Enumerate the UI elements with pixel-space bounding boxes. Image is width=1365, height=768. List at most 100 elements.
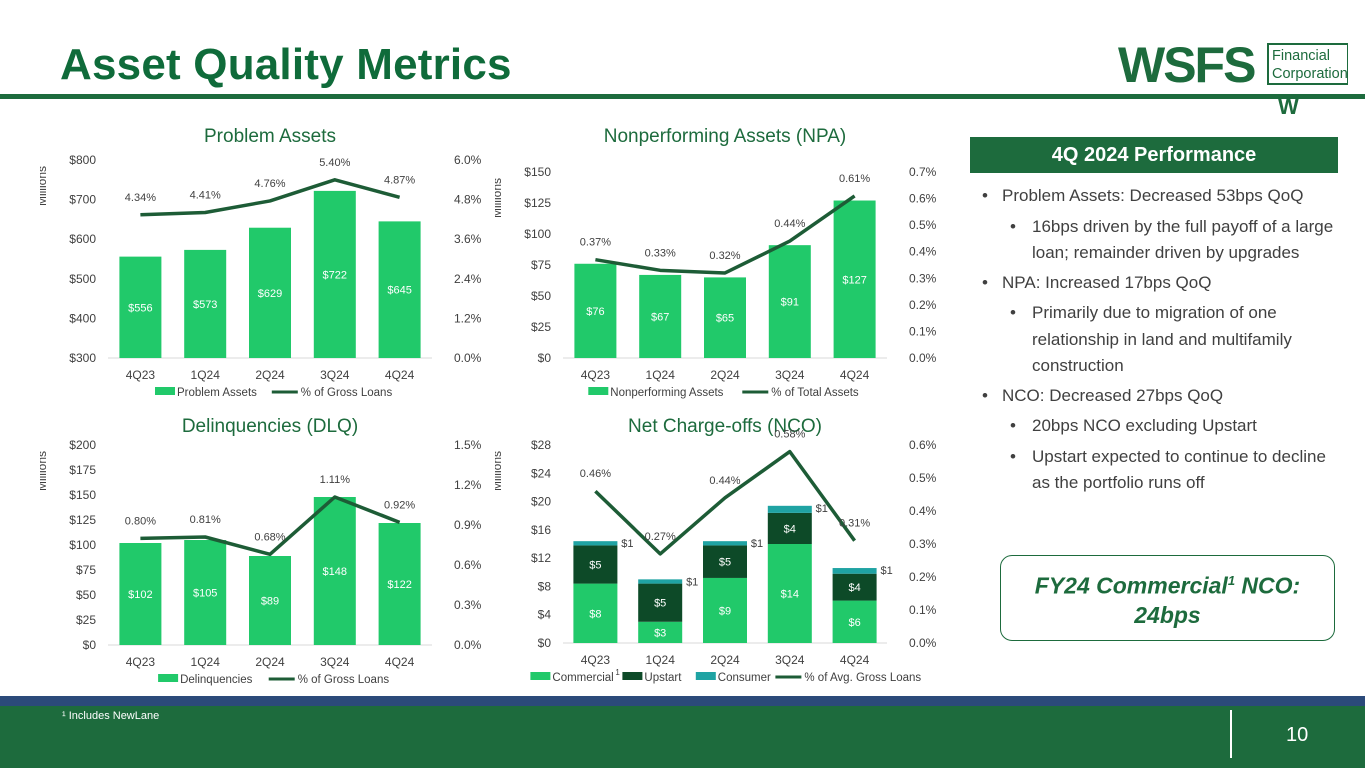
bar-delinquencies-4q24 (378, 523, 421, 645)
bar-commercial-4q24 (832, 600, 877, 643)
y-tick-label: $75 (76, 563, 96, 577)
y2-tick-label: 0.2% (909, 570, 937, 584)
y2-tick-label: 0.3% (454, 598, 482, 612)
y-axis-label: Millions (40, 166, 49, 206)
y-tick-label: $800 (69, 153, 96, 167)
line-value-label: 0.68% (254, 531, 285, 543)
y2-tick-label: 0.6% (909, 192, 937, 206)
y2-tick-label: 0.6% (909, 438, 937, 452)
sub-bullet: Upstart expected to continue to decline … (980, 444, 1340, 497)
y-tick-label: $50 (76, 588, 96, 602)
y-tick-label: $200 (69, 438, 96, 452)
line-value-label: 0.44% (709, 475, 740, 487)
bar-problem-assets-3q24 (313, 190, 356, 358)
bar-nonperforming-assets-4q23 (574, 263, 617, 358)
legend-bar-swatch (155, 387, 175, 395)
y2-tick-label: 0.3% (909, 271, 937, 285)
y-tick-label: $28 (531, 438, 551, 452)
nco-chart: Net Charge-offs (NCO) Millions $0 $4 $8 $12 $1… (495, 410, 970, 695)
x-tick-label: 4Q24 (840, 653, 870, 667)
bar-problem-assets-4q24 (378, 221, 421, 358)
y-tick-label: $25 (76, 613, 96, 627)
y2-tick-label: 0.7% (909, 165, 937, 179)
title-divider (0, 94, 1365, 99)
line-value-label: 0.27% (645, 531, 676, 543)
legend-superscript: 1 (615, 668, 620, 677)
x-tick-label: 3Q24 (320, 655, 350, 669)
y-tick-label: $150 (69, 488, 96, 502)
bar-value-label: $67 (651, 311, 669, 323)
line-value-label: 5.40% (319, 157, 350, 169)
y-tick-label: $16 (531, 523, 551, 537)
bar-value-label: $105 (193, 588, 217, 600)
nco-svg: Net Charge-offs (NCO) Millions $0 $4 $8 $12 $1… (495, 416, 937, 684)
bar-delinquencies-1q24 (184, 540, 227, 645)
y2-tick-label: 0.3% (909, 537, 937, 551)
chart-title: Delinquencies (DLQ) (182, 416, 358, 437)
bar-consumer-3q24 (767, 505, 812, 513)
callout-line1: FY24 Commercial1 NCO: (1034, 572, 1301, 599)
sub-bullet: 16bps driven by the full payoff of a lar… (980, 214, 1340, 267)
chart-title: Net Charge-offs (NCO) (628, 416, 822, 437)
bar-consumer-4q23 (573, 541, 618, 546)
problem-assets-svg: Problem Assets Millions $300 $400 $500 $600 $7… (40, 126, 482, 399)
bar-nonperforming-assets-2q24 (704, 277, 746, 358)
bar-value-label: $8 (589, 608, 601, 620)
bar-value-label: $5 (654, 598, 666, 610)
footer-accent-band (0, 696, 1365, 706)
bar-value-label: $4 (784, 523, 796, 535)
bar-delinquencies-4q23 (119, 543, 162, 645)
y-tick-label: $400 (69, 311, 96, 325)
x-tick-label: 4Q23 (581, 653, 611, 667)
y-tick-label: $125 (524, 196, 551, 210)
y-tick-label: $300 (69, 351, 96, 365)
page-number: 10 (1286, 724, 1309, 746)
problem-assets-chart: Problem Assets Millions $300 $400 $500 $600 $7… (40, 120, 500, 405)
bar-value-label: $1 (621, 538, 633, 550)
bar-value-label: $645 (387, 285, 411, 297)
x-tick-label: 1Q24 (191, 655, 221, 669)
bar-value-label: $65 (716, 313, 734, 325)
bar-commercial-1q24 (638, 621, 683, 643)
bar-problem-assets-1q24 (184, 249, 227, 358)
bar-value-label: $6 (848, 617, 860, 629)
legend-bar-swatch (530, 672, 551, 680)
legend-label: Nonperforming Assets (610, 387, 723, 399)
bar-value-label: $4 (848, 582, 860, 594)
dlq-chart: Delinquencies (DLQ) Millions $0 $25 $50 $75 $1… (40, 410, 500, 695)
bar-value-label: $3 (654, 627, 666, 639)
y-tick-label: $600 (69, 232, 96, 246)
x-tick-label: 4Q23 (126, 368, 156, 382)
y2-tick-label: 0.4% (909, 504, 937, 518)
npa-chart: Nonperforming Assets (NPA) Millions $0 $25 $… (495, 120, 970, 405)
x-tick-label: 3Q24 (320, 368, 350, 382)
y2-tick-label: 0.5% (909, 218, 937, 232)
y-tick-label: $8 (538, 579, 552, 593)
line-value-label: 4.34% (125, 192, 156, 204)
logo-line2: Corporation (1272, 66, 1348, 82)
y2-tick-label: 0.0% (909, 636, 937, 650)
logo-box (1267, 43, 1348, 85)
x-tick-label: 4Q23 (126, 655, 156, 669)
bar-value-label: $5 (719, 557, 731, 569)
bar-commercial-2q24 (703, 577, 747, 643)
logo-wordmark: WSFS (1118, 40, 1255, 93)
line-value-label: 4.76% (254, 178, 285, 190)
x-tick-label: 4Q24 (385, 368, 415, 382)
y-axis-label: Millions (495, 451, 504, 491)
y-tick-label: $0 (538, 636, 552, 650)
y2-tick-label: 0.4% (909, 245, 937, 259)
page-title: Asset Quality Metrics (60, 40, 512, 89)
y-tick-label: $175 (69, 463, 96, 477)
x-tick-label: 2Q24 (255, 368, 285, 382)
line-value-label: 0.37% (580, 237, 611, 249)
legend-bar-swatch (588, 387, 609, 395)
bar-consumer-2q24 (703, 541, 747, 546)
x-tick-label: 1Q24 (646, 368, 676, 382)
bar-problem-assets-2q24 (249, 227, 291, 358)
logo-line1: Financial (1272, 48, 1330, 64)
y2-tick-label: 0.5% (909, 471, 937, 485)
line-value-label: 0.61% (839, 173, 870, 185)
bar-value-label: $1 (686, 576, 698, 588)
y-tick-label: $50 (531, 289, 551, 303)
